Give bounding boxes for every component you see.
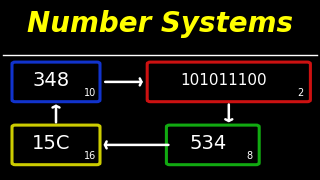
Text: 10: 10 <box>84 88 97 98</box>
FancyBboxPatch shape <box>12 125 100 165</box>
Text: 348: 348 <box>33 71 70 90</box>
Text: 8: 8 <box>246 151 253 161</box>
Text: 101011100: 101011100 <box>181 73 267 88</box>
FancyBboxPatch shape <box>147 62 310 102</box>
FancyBboxPatch shape <box>166 125 259 165</box>
Text: 2: 2 <box>298 88 304 98</box>
FancyBboxPatch shape <box>12 62 100 102</box>
Text: 16: 16 <box>84 151 97 161</box>
Text: 15C: 15C <box>32 134 70 153</box>
Text: Number Systems: Number Systems <box>27 10 293 38</box>
Text: 534: 534 <box>189 134 227 153</box>
